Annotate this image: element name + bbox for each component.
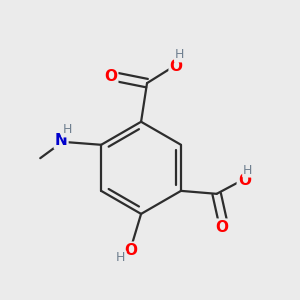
- Text: H: H: [175, 48, 184, 62]
- Text: N: N: [55, 133, 68, 148]
- Text: H: H: [62, 123, 72, 136]
- Text: O: O: [104, 69, 117, 84]
- Text: O: O: [124, 243, 137, 258]
- Text: O: O: [215, 220, 228, 235]
- Text: H: H: [116, 251, 126, 264]
- Text: O: O: [238, 173, 251, 188]
- Text: O: O: [170, 59, 183, 74]
- Text: H: H: [243, 164, 253, 177]
